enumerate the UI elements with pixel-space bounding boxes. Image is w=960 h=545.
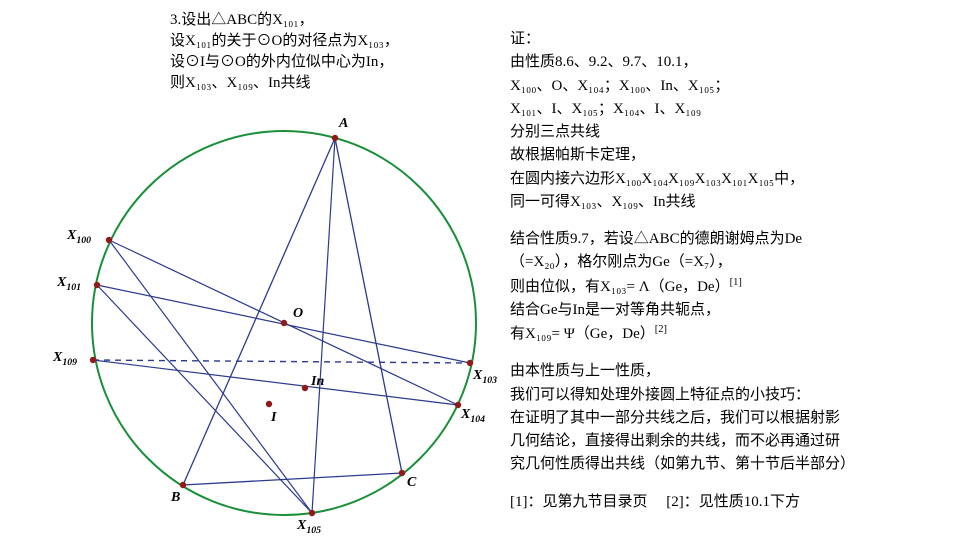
point-label: X101 (57, 275, 81, 293)
problem-line-2: 设X₁₀₁的关于⊙O的对径点为X₁₀₃， (170, 33, 399, 49)
note-line: 则由位似，有X₁₀₃= Λ（Ge，De）[1] (510, 275, 940, 299)
point-label: X103 (473, 368, 497, 386)
proof-line: 故根据帕斯卡定理， (510, 144, 940, 167)
references: [1]：见第九节目录页 [2]：见性质10.1下方 (510, 491, 940, 514)
proof-line: 在圆内接六边形X₁₀₀X₁₀₄X₁₀₉X₁₀₃X₁₀₁X₁₀₅中， (510, 168, 940, 191)
note-line: 结合Ge与In是一对等角共轭点， (510, 299, 940, 322)
point-label: I (271, 410, 276, 426)
geometry-diagram: ABCOIInX100X101X103X104X105X109 (85, 110, 495, 545)
problem-line-3: 设⊙I与⊙O的外内位似中心为In， (170, 54, 393, 70)
proof-line: X₁₀₁、I、X₁₀₅；X₁₀₄、I、X₁₀₉ (510, 98, 940, 121)
point-label: O (293, 306, 303, 322)
problem-line-1: 设出△ABC的X₁₀₁， (181, 12, 313, 28)
problem-number: 3. (170, 12, 181, 28)
note-line: 我们可以得知处理外接圆上特征点的小技巧： (510, 384, 940, 407)
problem-line-4: 则X₁₀₃、X₁₀₉、In共线 (170, 75, 311, 91)
note-line: 在证明了其中一部分共线之后，我们可以根据射影 (510, 407, 940, 430)
note-line: 有X₁₀₉= Ψ（Ge，De）[2] (510, 322, 940, 346)
point-label: B (171, 490, 180, 506)
problem-statement: 3.设出△ABC的X₁₀₁， 设X₁₀₁的关于⊙O的对径点为X₁₀₃， 设⊙I与… (170, 10, 490, 94)
note-line: （=X₂₀），格尔刚点为Ge（=X₇）， (510, 251, 940, 274)
point-label: X104 (461, 407, 485, 425)
diagram-svg (85, 110, 495, 540)
point-label: In (311, 374, 324, 390)
note-line: 由本性质与上一性质， (510, 360, 940, 383)
proof-line: 由性质8.6、9.2、9.7、10.1， (510, 51, 940, 74)
point-label: X109 (53, 350, 77, 368)
point-label: A (339, 116, 348, 132)
proof-column: 证： 由性质8.6、9.2、9.7、10.1， X₁₀₀、O、X₁₀₄；X₁₀₀… (510, 28, 940, 514)
note-line: 究几何性质得出共线（如第九节、第十节后半部分） (510, 453, 940, 476)
point-label: C (407, 475, 416, 491)
note-line: 结合性质9.7，若设△ABC的德朗谢姆点为De (510, 228, 940, 251)
proof-line: X₁₀₀、O、X₁₀₄；X₁₀₀、In、X₁₀₅； (510, 75, 940, 98)
point-label: X100 (67, 228, 91, 246)
proof-line: 同一可得X₁₀₃、X₁₀₉、In共线 (510, 191, 940, 214)
note-line: 几何结论，直接得出剩余的共线，而不必再通过研 (510, 430, 940, 453)
proof-line: 分别三点共线 (510, 121, 940, 144)
point-label: X105 (297, 518, 321, 536)
proof-header: 证： (510, 28, 940, 51)
